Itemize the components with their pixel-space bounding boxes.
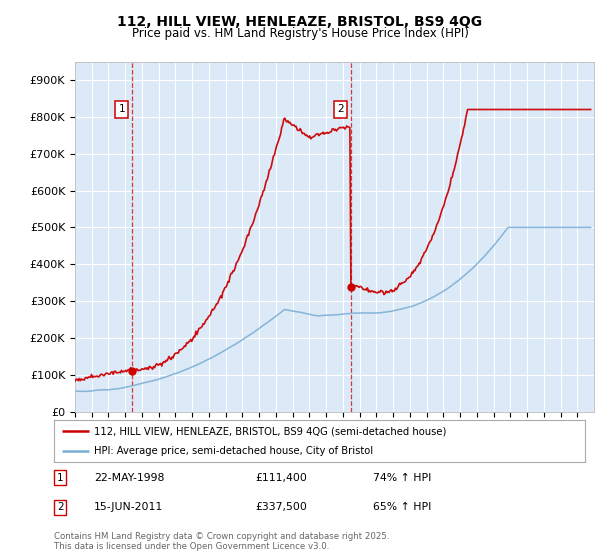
Text: £337,500: £337,500 [256,502,308,512]
Text: 1: 1 [57,473,64,483]
Text: Price paid vs. HM Land Registry's House Price Index (HPI): Price paid vs. HM Land Registry's House … [131,27,469,40]
Text: 2: 2 [57,502,64,512]
Text: 15-JUN-2011: 15-JUN-2011 [94,502,163,512]
Text: 22-MAY-1998: 22-MAY-1998 [94,473,164,483]
Text: HPI: Average price, semi-detached house, City of Bristol: HPI: Average price, semi-detached house,… [94,446,373,456]
Text: Contains HM Land Registry data © Crown copyright and database right 2025.
This d: Contains HM Land Registry data © Crown c… [54,532,389,552]
Text: 112, HILL VIEW, HENLEAZE, BRISTOL, BS9 4QG: 112, HILL VIEW, HENLEAZE, BRISTOL, BS9 4… [118,15,482,29]
Text: 74% ↑ HPI: 74% ↑ HPI [373,473,431,483]
Text: £111,400: £111,400 [256,473,308,483]
Text: 1: 1 [118,105,125,114]
Text: 112, HILL VIEW, HENLEAZE, BRISTOL, BS9 4QG (semi-detached house): 112, HILL VIEW, HENLEAZE, BRISTOL, BS9 4… [94,426,446,436]
Text: 2: 2 [337,105,344,114]
Text: 65% ↑ HPI: 65% ↑ HPI [373,502,431,512]
